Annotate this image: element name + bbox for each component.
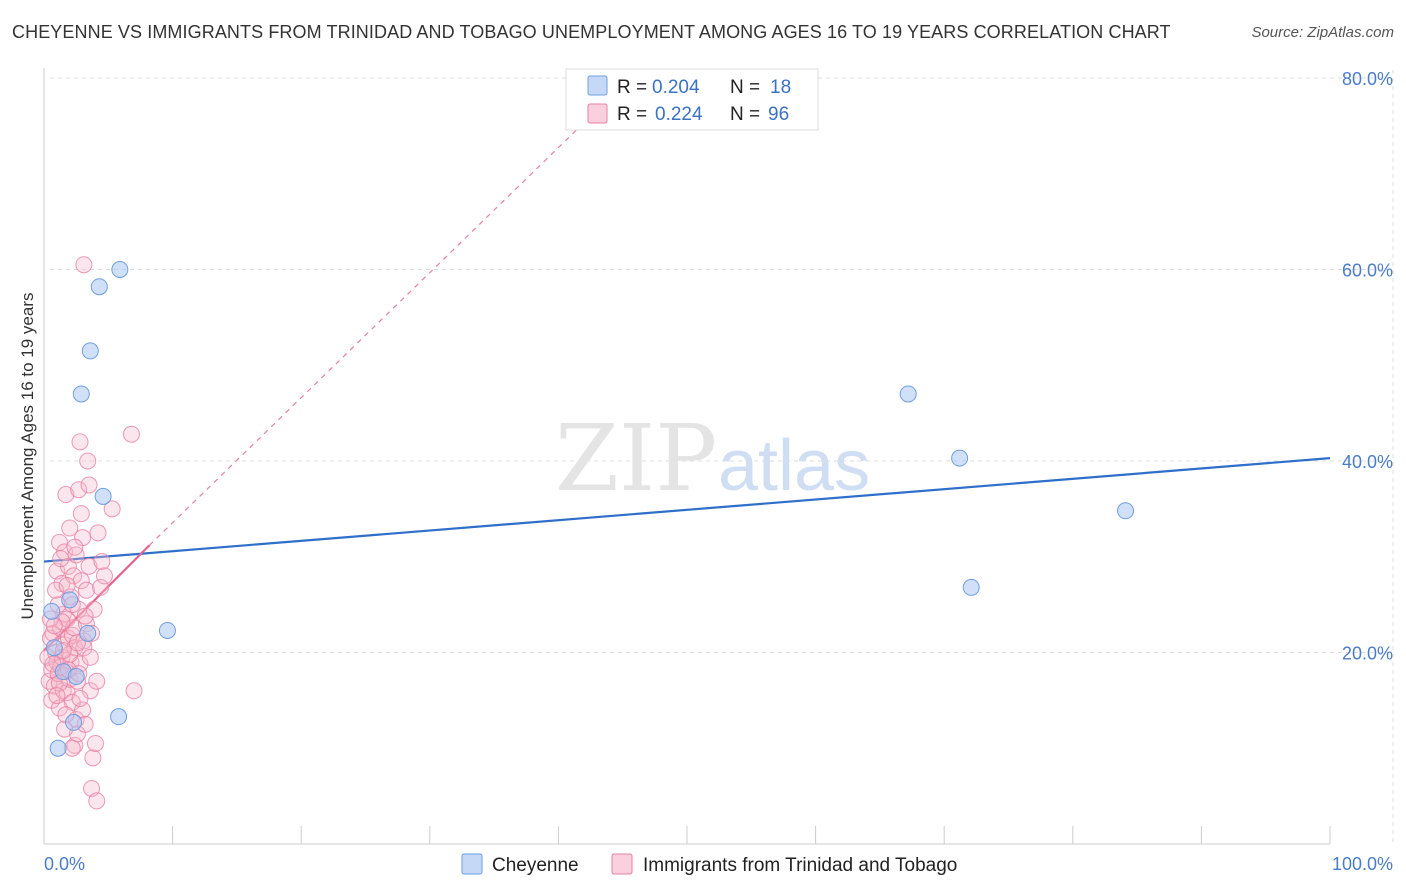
- point-immigrants-69: [125, 682, 143, 700]
- y-tick-label-1: 40.0%: [1342, 452, 1393, 472]
- point-cheyenne-17: [962, 578, 980, 596]
- y-tick-label-0: 20.0%: [1342, 644, 1393, 664]
- y-tick-label-2: 60.0%: [1342, 261, 1393, 281]
- point-cheyenne-7: [90, 278, 108, 296]
- legend-swatch-pink: [587, 103, 608, 124]
- point-cheyenne-13: [45, 639, 63, 657]
- point-immigrants-89: [52, 550, 70, 568]
- point-cheyenne-6: [81, 342, 99, 360]
- series-immigrants-points: [39, 256, 143, 810]
- y-tick-labels: 20.0% 40.0% 60.0% 80.0%: [1342, 69, 1393, 664]
- point-cheyenne-18: [1117, 502, 1135, 520]
- trend-line-immigrants: [43, 544, 151, 652]
- point-immigrants-52: [77, 581, 95, 599]
- chart-title: CHEYENNE VS IMMIGRANTS FROM TRINIDAD AND…: [12, 22, 1171, 42]
- point-cheyenne-1: [49, 739, 67, 757]
- point-immigrants-84: [58, 576, 76, 594]
- legend-n-value-blue: 18: [770, 77, 791, 98]
- point-immigrants-95: [76, 607, 94, 625]
- legend-r-label-blue: R =: [617, 77, 647, 98]
- point-immigrants-41: [70, 481, 88, 499]
- watermark-atlas: atlas: [718, 426, 870, 506]
- point-cheyenne-3: [65, 713, 83, 731]
- point-immigrants-62: [88, 672, 106, 690]
- point-cheyenne-10: [111, 261, 129, 278]
- legend-r-value-blue: 0.204: [652, 77, 700, 98]
- legend-r-label-pink: R =: [617, 104, 647, 125]
- point-cheyenne-14: [67, 667, 85, 685]
- bottom-legend-label-immigrants: Immigrants from Trinidad and Tobago: [643, 855, 957, 876]
- point-cheyenne-15: [899, 385, 917, 403]
- point-immigrants-43: [71, 433, 89, 451]
- point-immigrants-63: [89, 524, 107, 542]
- point-cheyenne-0: [43, 602, 61, 620]
- trend-line-immigrants-extension: [149, 115, 591, 546]
- bottom-legend: Cheyenne Immigrants from Trinidad and To…: [461, 853, 957, 876]
- point-immigrants-71: [88, 792, 106, 810]
- series-cheyenne-points: [43, 261, 1135, 757]
- point-immigrants-65: [93, 553, 111, 571]
- point-immigrants-61: [86, 734, 104, 752]
- point-immigrants-54: [79, 452, 97, 470]
- point-immigrants-72: [63, 739, 81, 757]
- trend-lines: [43, 115, 1331, 652]
- y-axis-label: Unemployment Among Ages 16 to 19 years: [18, 293, 37, 620]
- point-immigrants-45: [72, 505, 90, 523]
- point-cheyenne-2: [61, 591, 79, 609]
- bottom-legend-swatch-cheyenne: [461, 853, 483, 875]
- legend-n-label-blue: N =: [730, 77, 760, 98]
- point-immigrants-87: [71, 689, 89, 707]
- point-immigrants-28: [61, 519, 79, 537]
- axes: [43, 68, 1331, 845]
- point-immigrants-80: [66, 538, 84, 556]
- point-immigrants-67: [103, 500, 121, 518]
- point-immigrants-88: [81, 648, 99, 666]
- point-cheyenne-5: [79, 624, 97, 642]
- legend-swatch-blue: [587, 75, 608, 96]
- bottom-legend-label-cheyenne: Cheyenne: [492, 855, 579, 876]
- point-immigrants-66: [95, 567, 113, 585]
- point-immigrants-55: [80, 557, 98, 575]
- bottom-legend-swatch-immigrants: [611, 853, 633, 875]
- x-tick-label-min: 0.0%: [44, 854, 85, 874]
- point-immigrants-91: [45, 617, 63, 635]
- point-cheyenne-4: [72, 385, 90, 403]
- x-tick-label-max: 100.0%: [1332, 854, 1393, 874]
- point-immigrants-59: [84, 749, 102, 767]
- source-credit: Source: ZipAtlas.com: [1251, 24, 1394, 41]
- legend-r-value-pink: 0.224: [655, 104, 703, 125]
- point-immigrants-21: [57, 486, 75, 504]
- point-immigrants-49: [75, 256, 93, 274]
- point-immigrants-94: [48, 687, 66, 705]
- legend-box: R = 0.204 N = 18 R = 0.224 N = 96: [565, 68, 819, 131]
- legend-n-value-pink: 96: [768, 104, 789, 125]
- grid: [50, 70, 1394, 844]
- point-immigrants-64: [92, 578, 110, 596]
- watermark-zip: ZIP: [555, 405, 717, 512]
- point-immigrants-70: [83, 779, 101, 797]
- point-cheyenne-8: [94, 487, 112, 505]
- point-immigrants-68: [122, 425, 140, 443]
- point-cheyenne-11: [158, 621, 176, 639]
- point-cheyenne-16: [951, 449, 969, 467]
- point-immigrants-56: [80, 476, 98, 494]
- point-immigrants-60: [85, 600, 103, 618]
- legend-n-label-pink: N =: [730, 104, 760, 125]
- point-cheyenne-9: [110, 708, 128, 726]
- trend-line-cheyenne: [43, 457, 1331, 563]
- y-tick-label-3: 80.0%: [1342, 69, 1393, 89]
